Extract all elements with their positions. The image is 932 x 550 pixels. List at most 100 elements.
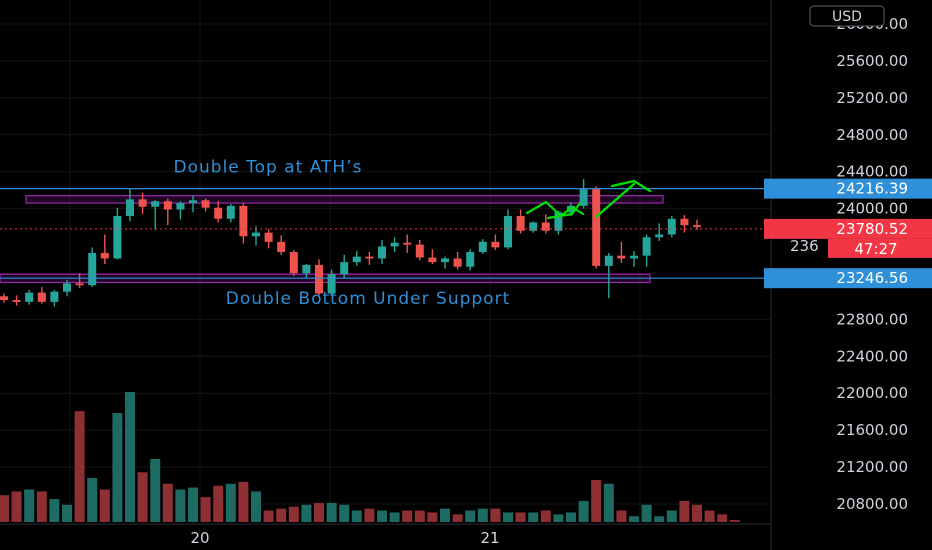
volume-bar xyxy=(503,512,513,522)
volume-bar xyxy=(251,491,261,522)
candle-body xyxy=(415,244,424,258)
y-tick-label: 22800.00 xyxy=(836,310,908,328)
candle-body xyxy=(138,199,147,207)
volume-bar xyxy=(162,483,173,522)
candle-body xyxy=(201,200,210,208)
volume-bar xyxy=(679,500,690,522)
y-tick-label: 21600.00 xyxy=(836,421,908,439)
candle-body xyxy=(642,237,651,256)
candle-body xyxy=(592,189,601,266)
countdown-text: 47:27 xyxy=(854,240,897,258)
volume-bar xyxy=(74,411,85,522)
candle-body xyxy=(88,252,97,286)
candle-body xyxy=(403,242,412,245)
volume-bar xyxy=(301,504,312,522)
candle-body xyxy=(352,256,361,263)
volume-bar xyxy=(553,514,564,522)
current-price-badge-bg xyxy=(764,218,932,239)
currency-text: USD xyxy=(832,9,862,25)
y-tick-label: 20800.00 xyxy=(836,495,908,513)
candle-body xyxy=(252,232,260,237)
volume-bar xyxy=(377,510,387,522)
volume-bar xyxy=(566,512,576,522)
volume-bar xyxy=(654,516,665,522)
volume-bar xyxy=(629,516,639,522)
volume-bar xyxy=(578,500,589,522)
volume-bar xyxy=(591,479,602,522)
candle-body xyxy=(226,205,235,219)
volume-bar xyxy=(729,520,740,522)
volume-bar xyxy=(314,502,324,522)
y-tick-label: 24400.00 xyxy=(836,163,908,181)
volume-bar xyxy=(175,489,186,522)
y-tick-label: 22400.00 xyxy=(836,347,908,365)
price-badges: 24216.39 23246.56 23780.52 236 47:27 xyxy=(764,178,932,289)
volume-bar xyxy=(364,508,375,522)
candle-body xyxy=(302,264,311,274)
candle-body xyxy=(630,255,638,259)
volume-bar xyxy=(704,510,715,522)
volume-bar xyxy=(339,504,350,522)
forecast-arrow xyxy=(525,179,652,220)
x-tick-label: 20 xyxy=(190,529,209,547)
volume-bar xyxy=(540,510,551,522)
forecast-arrow-head xyxy=(610,179,652,193)
candle-body xyxy=(680,218,689,226)
y-tick-label: 24800.00 xyxy=(836,126,908,144)
forecast-arrow-shaft xyxy=(594,182,636,219)
volume-bar xyxy=(238,481,249,522)
price-badge-bottom-bg xyxy=(764,268,932,289)
candle-body xyxy=(37,292,46,302)
candle-body xyxy=(516,216,525,231)
candle-body xyxy=(63,283,71,292)
volume-bar xyxy=(49,499,60,522)
y-tick-label: 24000.00 xyxy=(836,200,908,218)
candle-body xyxy=(100,252,109,259)
volume-bar xyxy=(276,508,287,522)
volume-bars xyxy=(0,392,740,522)
volume-bar xyxy=(515,512,526,522)
candle-body xyxy=(466,252,475,267)
volume-bar xyxy=(641,504,652,522)
price-axis[interactable]: 26000.0025600.0025200.0024800.0024400.00… xyxy=(770,0,908,550)
candle-body xyxy=(491,241,500,248)
volume-bar xyxy=(263,510,274,522)
zone-rect xyxy=(25,195,664,204)
volume-bar xyxy=(427,512,438,522)
volume-bar xyxy=(528,512,539,522)
candle-body xyxy=(25,292,34,302)
volume-bar xyxy=(490,508,501,522)
volume-bar xyxy=(137,472,148,522)
y-tick-label: 25200.00 xyxy=(836,89,908,107)
candle-body xyxy=(390,242,399,247)
candle-body xyxy=(264,232,273,242)
volume-bar xyxy=(666,510,677,522)
volume-bar xyxy=(87,478,98,522)
candle-body xyxy=(277,241,286,252)
candle-body xyxy=(327,274,336,294)
candle-body xyxy=(239,205,248,237)
candle-body xyxy=(478,241,487,252)
volume-bar xyxy=(603,483,614,522)
volume-bar xyxy=(225,483,236,522)
candle-body xyxy=(75,283,84,286)
candle-body xyxy=(554,212,563,231)
volume-bar xyxy=(36,491,47,522)
candle-body xyxy=(428,257,437,263)
candle-body xyxy=(504,216,512,248)
volume-bar xyxy=(692,504,702,522)
horizontal-lines: Double Top at ATH’s Double Bottom Under S… xyxy=(0,158,770,309)
candle-body xyxy=(113,216,122,259)
currency-label[interactable]: USD xyxy=(809,5,885,27)
candle-body xyxy=(378,246,386,259)
candle-body xyxy=(214,207,223,219)
candle-body xyxy=(176,203,185,210)
candle-body xyxy=(189,200,197,204)
volume-bar xyxy=(414,510,425,522)
volume-bar xyxy=(389,512,400,522)
volume-bar xyxy=(477,508,488,522)
time-axis[interactable]: 20 21 xyxy=(0,523,770,547)
candle-body xyxy=(12,300,21,302)
